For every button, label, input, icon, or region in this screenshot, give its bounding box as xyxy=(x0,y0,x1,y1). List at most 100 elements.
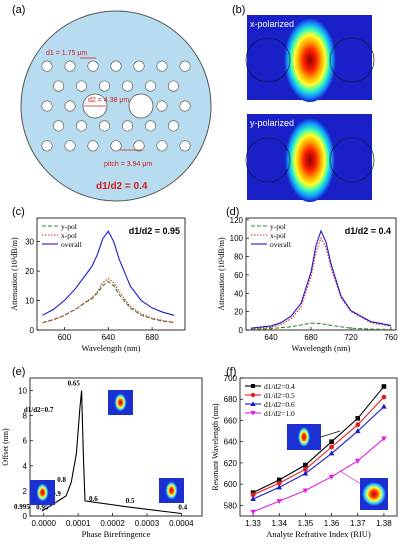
air-hole xyxy=(168,120,180,132)
legend-label: d1/d2=0.4 xyxy=(264,382,295,391)
air-hole xyxy=(41,140,53,152)
y-tick-label: 700 xyxy=(224,374,238,383)
air-hole xyxy=(168,80,180,92)
x-tick-label: 680 xyxy=(145,333,159,342)
y-tick-label: 8 xyxy=(23,412,28,421)
point-label: 0.9 xyxy=(52,490,61,498)
y-tick-label: 100 xyxy=(230,234,244,243)
data-point xyxy=(329,439,334,444)
y-tick-label: 660 xyxy=(224,416,238,425)
series-line xyxy=(252,386,385,494)
pitch-label: pitch = 3.94 μm xyxy=(104,161,152,168)
y-tick-label: 0 xyxy=(239,326,244,335)
legend-label: d1/d2=0.6 xyxy=(264,400,295,409)
air-hole xyxy=(110,60,122,72)
air-hole xyxy=(87,60,99,72)
air-hole xyxy=(122,80,134,92)
y-axis-label: Resonant Wavelength (nm) xyxy=(211,403,220,491)
panel-letter: (f) xyxy=(226,366,236,378)
x-tick-label: 0.0003 xyxy=(135,519,160,528)
air-holes xyxy=(41,60,191,152)
data-point xyxy=(302,470,309,476)
data-point xyxy=(250,496,256,502)
air-hole xyxy=(87,140,99,152)
fiber-cross-section xyxy=(20,10,212,202)
y-axis-label: Attenuation (10³dB/m) xyxy=(10,237,19,311)
x-tick-label: 1.33 xyxy=(245,519,261,528)
air-hole xyxy=(156,100,168,112)
data-point xyxy=(328,474,335,480)
data-point xyxy=(303,466,308,472)
legend-label: overall xyxy=(61,240,82,249)
d1-label: d1 = 1.75 μm xyxy=(46,50,87,57)
y-tick-label: 600 xyxy=(224,480,238,489)
air-hole xyxy=(99,80,111,92)
y-tick-label: 10 xyxy=(25,297,34,306)
legend-label: d1/d2=1.0 xyxy=(264,409,295,418)
air-hole xyxy=(133,60,145,72)
data-point xyxy=(355,422,361,428)
series-line xyxy=(42,280,175,324)
x-tick-label: 600 xyxy=(58,333,72,342)
mode-x-hole-left xyxy=(245,37,291,83)
point-label: 0.8 xyxy=(57,476,66,484)
y-tick-label: 0 xyxy=(30,326,35,335)
series-line xyxy=(252,438,385,513)
x-axis-label: Wavelength (nm) xyxy=(291,343,350,353)
y-tick-label: 620 xyxy=(224,459,238,468)
mode-y-field xyxy=(285,118,335,202)
mode-x-polarized: x-polarized xyxy=(245,15,375,102)
chart-panel: (f) 1.33 1.34 1.35 1.36 1.37 1.38 580 600 620 640 6… xyxy=(211,366,398,539)
series-line xyxy=(41,390,182,515)
x-tick-label: 640 xyxy=(264,333,278,342)
y-tick-label: 580 xyxy=(224,501,238,510)
x-tick-label: 640 xyxy=(102,333,116,342)
point-label: 0.6 xyxy=(89,495,98,503)
legend-label: overall xyxy=(270,240,291,249)
legend-marker xyxy=(250,411,256,416)
point-label: 0.95 xyxy=(36,503,49,511)
data-point xyxy=(381,403,387,409)
inset-f-top xyxy=(287,424,321,450)
y-tick-label: 80 xyxy=(234,253,243,262)
air-hole xyxy=(133,140,145,152)
panel-b-letter: (b) xyxy=(232,4,245,16)
air-hole xyxy=(52,80,64,92)
data-point xyxy=(354,428,361,434)
data-point xyxy=(354,458,361,464)
air-hole xyxy=(41,100,53,112)
air-hole xyxy=(76,120,88,132)
mode-x-hole-right xyxy=(329,37,375,83)
data-point xyxy=(276,484,283,490)
y-tick-label: 2 xyxy=(23,487,28,496)
legend-marker xyxy=(250,401,256,406)
series-line xyxy=(250,229,392,329)
y-tick-label: 20 xyxy=(234,308,243,317)
x-tick-label: 1.37 xyxy=(350,519,366,528)
legend-label: y-pol xyxy=(270,222,286,231)
x-tick-label: 680 xyxy=(304,333,318,342)
y-tick-label: 680 xyxy=(224,395,238,404)
inset-e-right xyxy=(159,478,184,503)
mode-y-polarized: y-polarized xyxy=(245,114,375,202)
series-line xyxy=(42,277,175,324)
x-tick-label: 760 xyxy=(384,333,398,342)
panel-letter: (d) xyxy=(226,206,239,218)
air-hole xyxy=(110,140,122,152)
ratio-annotation: d1/d2 = 0.4 xyxy=(345,226,391,236)
y-tick-label: 6 xyxy=(23,437,28,446)
x-tick-label: 0.0004 xyxy=(169,519,194,528)
air-hole xyxy=(64,60,76,72)
mode-x-field xyxy=(284,18,336,102)
data-point xyxy=(302,488,309,494)
panel-letter: (e) xyxy=(12,366,25,378)
y-tick-label: 120 xyxy=(230,216,244,225)
data-point xyxy=(276,499,283,505)
x-tick-label: 0.0001 xyxy=(66,519,91,528)
ratio-annotation: d1/d2 = 0.95 xyxy=(129,226,180,236)
point-label: d1/d2=0.7 xyxy=(24,406,54,414)
air-hole xyxy=(99,120,111,132)
y-tick-label: 0 xyxy=(23,512,28,521)
y-axis-label: Offset (nm) xyxy=(1,428,10,466)
